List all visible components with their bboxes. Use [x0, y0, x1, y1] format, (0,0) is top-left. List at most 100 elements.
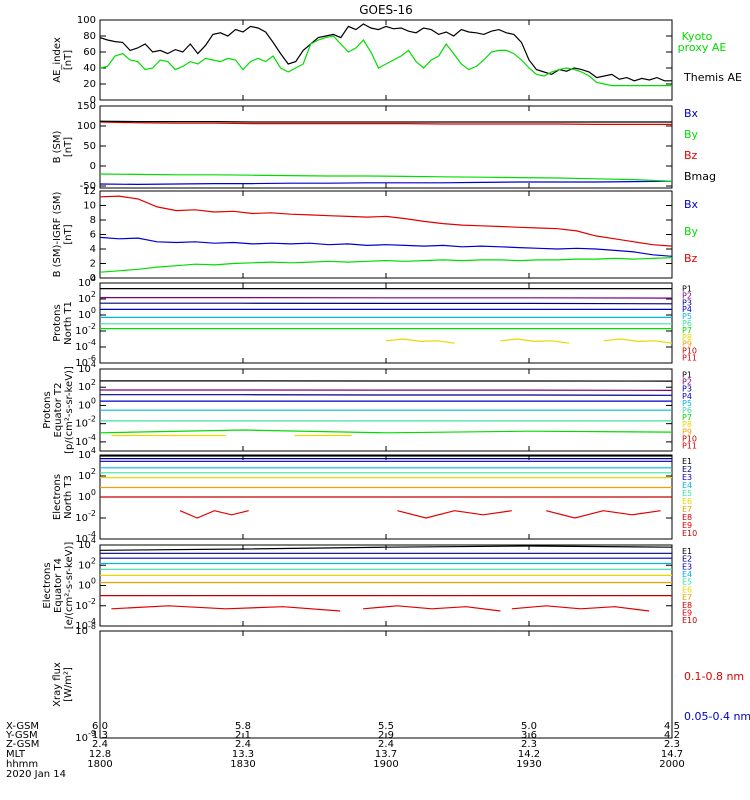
legend-bx: Bx [684, 198, 699, 211]
series-line-bx [100, 236, 672, 257]
footer-value-hhmm: 1830 [230, 759, 255, 770]
legend-p7: P7 [682, 413, 692, 422]
y-tick-label-p2: -50 [80, 181, 96, 192]
footer-value-x: 6.0 [92, 721, 108, 732]
legend-e3: E3 [682, 473, 692, 482]
series-line-e9 [397, 510, 512, 519]
legend-p10: P10 [682, 347, 697, 356]
series-line-bmag [100, 120, 672, 123]
legend-e4: E4 [682, 481, 692, 490]
footer-value-mlt: 14.7 [661, 749, 683, 760]
y-tick-label-p1: 100 [77, 15, 96, 26]
legend-p8: P8 [682, 333, 692, 342]
y-axis-label: B (SM) [52, 130, 63, 163]
footer-value-z: 2.4 [378, 739, 394, 750]
legend-by: By [684, 225, 699, 238]
footer-value-hhmm: 1930 [516, 759, 541, 770]
plot-title: GOES-16 [359, 3, 413, 17]
legend-e9: E9 [682, 608, 692, 617]
footer-row-label: MLT [6, 749, 26, 760]
series-group [100, 23, 672, 87]
legend-e8: E8 [682, 601, 692, 610]
footer-value-z: 2.3 [521, 739, 537, 750]
footer-value-y: 2.9 [378, 730, 394, 741]
legend-p3: P3 [682, 298, 692, 307]
legend-e2: E2 [682, 465, 692, 474]
y-axis-label: B (SM)-IGRF (SM) [52, 192, 63, 278]
legend-by: By [684, 128, 699, 141]
footer-row-label: hhmm [6, 759, 38, 770]
legend-p5: P5 [682, 312, 692, 321]
footer-value-z: 2.4 [235, 739, 251, 750]
y-axis-label: Electrons [42, 562, 53, 608]
legend-p8: P8 [682, 420, 692, 429]
y-axis-label: North T3 [63, 475, 74, 519]
series-line-p3 [100, 394, 672, 396]
y-tick-label-p4: 102 [78, 290, 96, 305]
legend-p11: P11 [682, 441, 697, 450]
y-axis-label: Xray flux [52, 662, 63, 707]
series-group [100, 120, 672, 186]
panel-7: 10-4 10-2 100 102 104 Electrons Equator T4 [e/(… [42, 536, 697, 632]
legend-e8: E8 [682, 513, 692, 522]
footer-value-z: 2.4 [92, 739, 108, 750]
y-axis-label: Protons [42, 391, 53, 428]
y-tick-label-p3: 8 [90, 215, 96, 226]
y-axis-label: [W/m²] [63, 667, 74, 702]
footer-value-x: 5.8 [235, 721, 251, 732]
y-tick-label-p3: 12 [83, 186, 96, 197]
legend-e10: E10 [682, 529, 697, 538]
y-axis-label: AE_index [52, 37, 63, 83]
series-group [100, 288, 672, 344]
legend-e6: E6 [682, 585, 692, 594]
legend-e5: E5 [682, 578, 692, 587]
series-line-p2 [100, 297, 672, 299]
footer-value-x: 5.0 [521, 721, 537, 732]
y-tick-label-p7: 102 [78, 556, 96, 571]
footer-row-label: Z-GSM [6, 739, 39, 750]
legend-p2: P2 [682, 378, 692, 387]
y-tick-label-p6: 10-4 [75, 530, 96, 545]
y-axis-label: Protons [52, 304, 63, 341]
legend-p4: P4 [682, 305, 692, 314]
legend-bz: Bz [684, 149, 698, 162]
series-line-kyoto-proxy-ae [100, 35, 672, 87]
footer-value-z: 2.3 [664, 739, 680, 750]
legend-0-05-0-4-nm: 0.05-0.4 nm [684, 710, 750, 723]
y-tick-label-p1: 80 [83, 31, 96, 42]
y-tick-label-p1: 40 [83, 63, 96, 74]
y-tick-label-p8: 10-8 [75, 622, 96, 637]
legend-e9: E9 [682, 521, 692, 530]
footer-value-y: 3.6 [521, 730, 537, 741]
footer-value-mlt: 12.8 [89, 749, 111, 760]
footer-value-y: 4.2 [664, 730, 680, 741]
series-line-p3 [100, 302, 672, 305]
y-tick-label-p2: 100 [77, 121, 96, 132]
y-tick-label-p7: 104 [78, 536, 96, 551]
series-line-bz [100, 195, 672, 247]
y-axis-label: North T1 [63, 301, 74, 345]
y-tick-label-p5: 10-4 [75, 433, 96, 448]
y-tick-label-p6: 102 [78, 467, 96, 482]
panel-frame [99, 544, 673, 627]
y-tick-label-p4: 10-4 [75, 338, 96, 353]
y-axis-label: [nT] [63, 224, 74, 244]
footer-value-x: 4.5 [664, 721, 680, 732]
series-line-e1 [100, 545, 672, 551]
footer-value-hhmm: 1900 [373, 759, 398, 770]
legend-p2: P2 [682, 291, 692, 300]
legend-e6: E6 [682, 497, 692, 506]
legend-e2: E2 [682, 555, 692, 564]
footer-value-hhmm: 1800 [87, 759, 112, 770]
series-line-p8 [603, 338, 672, 344]
legend-p6: P6 [682, 319, 692, 328]
series-line-p8 [385, 338, 455, 344]
legend-kyoto-proxy-ae: Kyoto proxy AE [678, 30, 727, 54]
panel-6: 10-4 10-2 100 102 104 Electrons North T3 E1E2E3… [52, 446, 697, 545]
legend-p6: P6 [682, 406, 692, 415]
legend-e5: E5 [682, 489, 692, 498]
legend-p9: P9 [682, 427, 692, 436]
y-axis-label: [nT] [63, 50, 74, 70]
legend-e7: E7 [682, 505, 692, 514]
